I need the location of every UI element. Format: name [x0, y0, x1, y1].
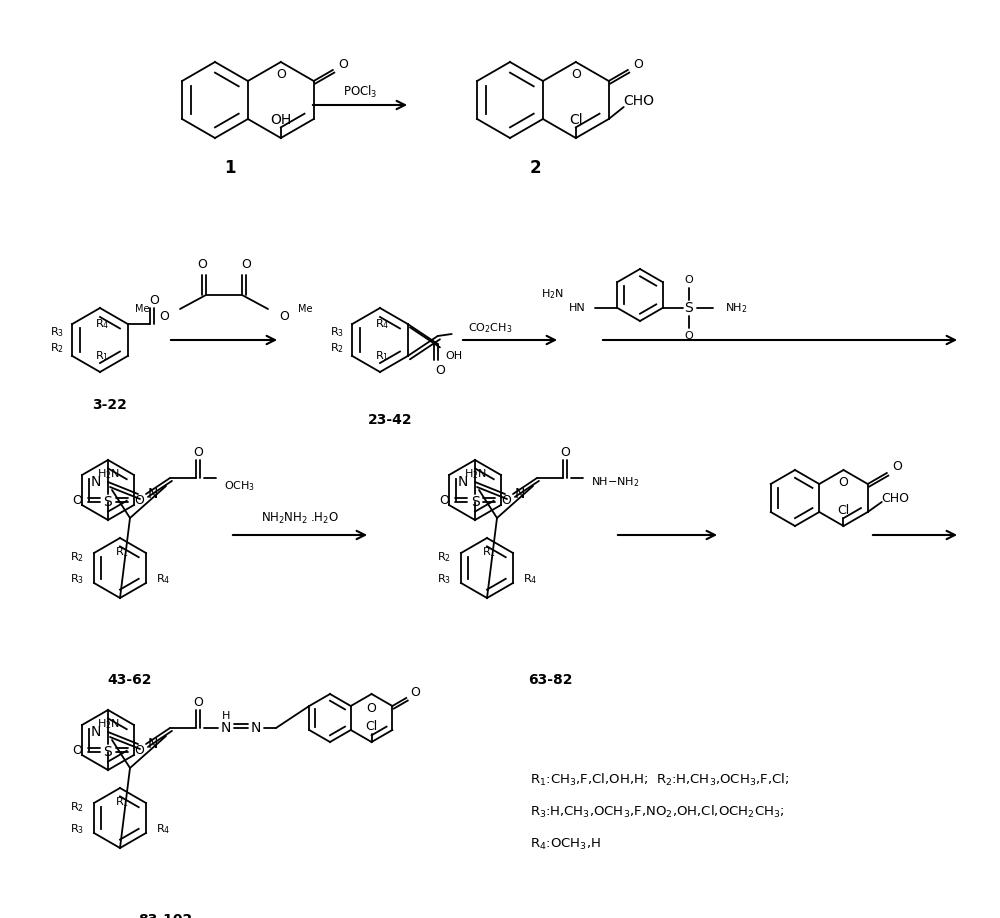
Text: R$_1$: R$_1$ — [482, 545, 496, 559]
Text: O: O — [410, 687, 420, 700]
Text: OH: OH — [270, 113, 291, 127]
Text: R$_2$: R$_2$ — [50, 341, 64, 355]
Text: O: O — [501, 494, 511, 507]
Text: R$_2$: R$_2$ — [437, 550, 451, 564]
Text: HN: HN — [569, 303, 585, 313]
Text: Cl: Cl — [365, 720, 378, 733]
Text: O: O — [197, 259, 207, 272]
Text: O: O — [439, 494, 449, 507]
Text: 3-22: 3-22 — [93, 398, 127, 412]
Text: H$_2$N: H$_2$N — [97, 467, 119, 481]
Text: R$_3$: R$_3$ — [437, 572, 451, 586]
Text: R$_4$:OCH$_3$,H: R$_4$:OCH$_3$,H — [530, 836, 601, 852]
Text: R$_1$:CH$_3$,F,Cl,OH,H;  R$_2$:H,CH$_3$,OCH$_3$,F,Cl;: R$_1$:CH$_3$,F,Cl,OH,H; R$_2$:H,CH$_3$,O… — [530, 772, 789, 788]
Text: H: H — [222, 711, 230, 721]
Text: N: N — [221, 721, 231, 735]
Text: 23-42: 23-42 — [368, 413, 412, 427]
Text: R$_2$: R$_2$ — [70, 800, 84, 814]
Text: O: O — [149, 294, 159, 307]
Text: O: O — [435, 364, 445, 376]
Text: O: O — [193, 696, 203, 709]
Text: O: O — [159, 310, 169, 323]
Text: O: O — [684, 331, 693, 341]
Text: O: O — [633, 58, 643, 71]
Text: 43-62: 43-62 — [108, 673, 152, 687]
Text: R$_3$: R$_3$ — [70, 572, 84, 586]
Text: R$_2$: R$_2$ — [70, 550, 84, 564]
Text: S: S — [104, 745, 112, 759]
Text: R$_4$: R$_4$ — [156, 572, 170, 586]
Text: N: N — [148, 737, 158, 751]
Text: CHO: CHO — [623, 94, 654, 108]
Text: R$_3$:H,CH$_3$,OCH$_3$,F,NO$_2$,OH,Cl,OCH$_2$CH$_3$;: R$_3$:H,CH$_3$,OCH$_3$,F,NO$_2$,OH,Cl,OC… — [530, 804, 784, 820]
Text: O: O — [276, 68, 286, 81]
Text: Me: Me — [136, 304, 150, 314]
Text: N: N — [91, 475, 101, 489]
Text: H$_2$N: H$_2$N — [97, 717, 119, 731]
Text: O: O — [367, 701, 377, 714]
Text: NH$-$NH$_2$: NH$-$NH$_2$ — [591, 476, 639, 489]
Text: 2: 2 — [529, 159, 541, 177]
Text: H$_2$N: H$_2$N — [541, 287, 563, 301]
Text: O: O — [134, 494, 144, 507]
Text: POCl$_3$: POCl$_3$ — [343, 84, 377, 100]
Text: NH$_2$: NH$_2$ — [725, 301, 747, 315]
Text: R$_3$: R$_3$ — [330, 325, 344, 339]
Text: CHO: CHO — [882, 491, 910, 505]
Text: O: O — [193, 445, 203, 458]
Text: N: N — [148, 487, 158, 501]
Text: S: S — [684, 301, 693, 315]
Text: H$_2$N: H$_2$N — [464, 467, 486, 481]
Text: S: S — [471, 495, 479, 509]
Text: O: O — [571, 68, 581, 81]
Text: Cl: Cl — [837, 503, 850, 517]
Text: 83-102: 83-102 — [138, 913, 192, 918]
Text: O: O — [338, 58, 348, 71]
Text: O: O — [560, 445, 570, 458]
Text: N: N — [515, 487, 525, 501]
Text: O: O — [892, 461, 902, 474]
Text: Cl: Cl — [569, 113, 583, 127]
Text: R$_1$: R$_1$ — [375, 349, 389, 363]
Text: 1: 1 — [224, 159, 236, 177]
Text: Me: Me — [298, 304, 312, 314]
Text: N: N — [251, 721, 261, 735]
Text: R$_3$: R$_3$ — [50, 325, 64, 339]
Text: R$_2$: R$_2$ — [330, 341, 344, 355]
Text: R$_4$: R$_4$ — [523, 572, 537, 586]
Text: O: O — [72, 494, 82, 507]
Text: O: O — [72, 744, 82, 756]
Text: R$_1$: R$_1$ — [115, 795, 129, 809]
Text: R$_3$: R$_3$ — [70, 823, 84, 836]
Text: R$_4$: R$_4$ — [95, 317, 109, 330]
Text: O: O — [839, 476, 848, 488]
Text: CO$_2$CH$_3$: CO$_2$CH$_3$ — [468, 321, 512, 335]
Text: R$_1$: R$_1$ — [95, 349, 109, 363]
Text: O: O — [241, 259, 251, 272]
Text: OCH$_3$: OCH$_3$ — [224, 479, 255, 493]
Text: 63-82: 63-82 — [528, 673, 572, 687]
Text: S: S — [104, 495, 112, 509]
Text: O: O — [134, 744, 144, 756]
Text: O: O — [279, 310, 289, 323]
Text: N: N — [91, 725, 101, 739]
Text: N: N — [458, 475, 468, 489]
Text: OH: OH — [445, 351, 462, 361]
Text: R$_4$: R$_4$ — [156, 823, 170, 836]
Text: R$_4$: R$_4$ — [375, 317, 389, 330]
Text: O: O — [684, 275, 693, 285]
Text: NH$_2$NH$_2$ .H$_2$O: NH$_2$NH$_2$ .H$_2$O — [261, 510, 339, 525]
Text: R$_1$: R$_1$ — [115, 545, 129, 559]
